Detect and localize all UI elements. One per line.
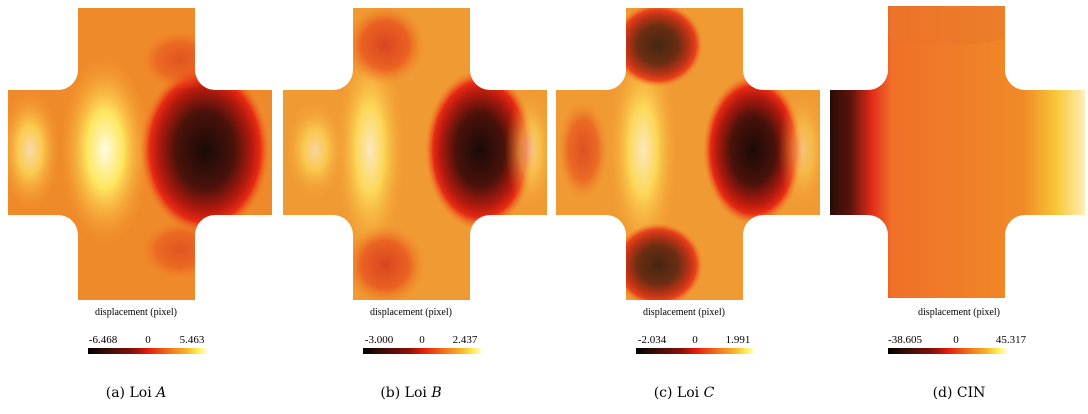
colorbar-label: displacement (pixel): [95, 307, 177, 318]
colorbar-max: 45.317: [995, 334, 1027, 346]
caption-d: (d) CIN: [932, 385, 986, 401]
displacement-map-c: [556, 8, 820, 300]
colorbar-min: -38.605: [888, 334, 922, 346]
colorbar-zero: 0: [953, 334, 959, 346]
colorbar-ticks: -3.000 0 2.437: [275, 334, 547, 347]
displacement-map-b: [283, 8, 547, 300]
colorbar-min: -6.468: [88, 334, 118, 346]
panel-d: displacement (pixel) -38.605 0 45.317 (d…: [830, 0, 1088, 414]
caption-a: (a) Loi A: [105, 385, 167, 401]
panel-a: displacement (pixel) -6.468 0 5.463 (a) …: [0, 0, 272, 414]
displacement-map-d: [830, 6, 1085, 298]
colorbar: [636, 348, 756, 354]
colorbar-ticks: -6.468 0 5.463: [0, 334, 272, 347]
caption-c: (c) Loi C: [653, 385, 715, 401]
colorbar: [363, 348, 483, 354]
colorbar-max: 1.991: [725, 334, 751, 346]
colorbar-max: 5.463: [179, 334, 205, 346]
colorbar-min: -2.034: [637, 334, 667, 346]
colorbar: [888, 348, 1008, 354]
colorbar-max: 2.437: [452, 334, 478, 346]
colorbar: [88, 348, 208, 354]
colorbar-zero: 0: [419, 334, 425, 346]
displacement-map-a: [8, 8, 272, 300]
panel-c: displacement (pixel) -2.034 0 1.991 (c) …: [548, 0, 820, 414]
colorbar-label: displacement (pixel): [370, 307, 452, 318]
colorbar-zero: 0: [692, 334, 698, 346]
caption-b: (b) Loi B: [380, 385, 442, 401]
colorbar-ticks: -38.605 0 45.317: [830, 334, 1088, 347]
colorbar-label: displacement (pixel): [918, 307, 1000, 318]
panel-b: displacement (pixel) -3.000 0 2.437 (b) …: [275, 0, 547, 414]
colorbar-label: displacement (pixel): [643, 307, 725, 318]
colorbar-zero: 0: [145, 334, 151, 346]
colorbar-ticks: -2.034 0 1.991: [548, 334, 820, 347]
colorbar-min: -3.000: [364, 334, 394, 346]
